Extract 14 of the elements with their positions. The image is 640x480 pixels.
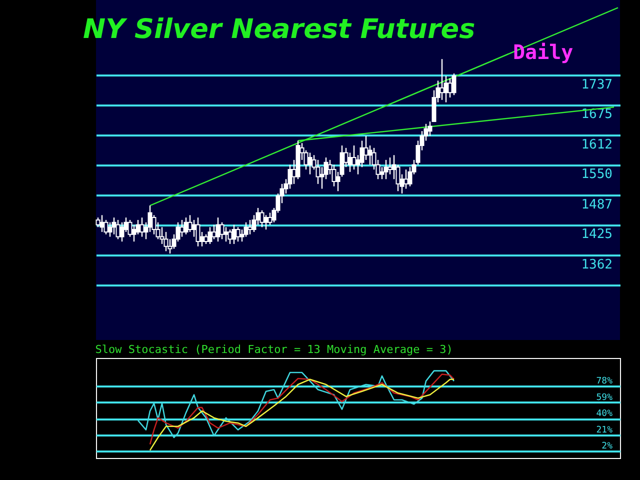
- y-tick-label: 1737: [581, 77, 612, 92]
- y-tick-label: 1487: [581, 197, 612, 212]
- y-tick-label: 1362: [581, 258, 612, 272]
- y-tick-label: 1425: [581, 227, 612, 242]
- y-tick-label: 21%: [596, 425, 614, 436]
- y-tick-label: 1612: [581, 137, 612, 152]
- text: NY Silver Nearest Futures: [83, 14, 476, 45]
- y-tick-label: 2%: [602, 442, 614, 452]
- y-tick-label: 59%: [596, 392, 614, 403]
- text: Daily: [513, 40, 574, 64]
- y-tick-label: 78%: [596, 376, 614, 387]
- chart-title: Slow Stocastic (Period Factor = 13 Moving Average = 3): [95, 343, 453, 356]
- y-tick-label: 1550: [581, 167, 612, 182]
- y-tick-label: 40%: [596, 409, 614, 420]
